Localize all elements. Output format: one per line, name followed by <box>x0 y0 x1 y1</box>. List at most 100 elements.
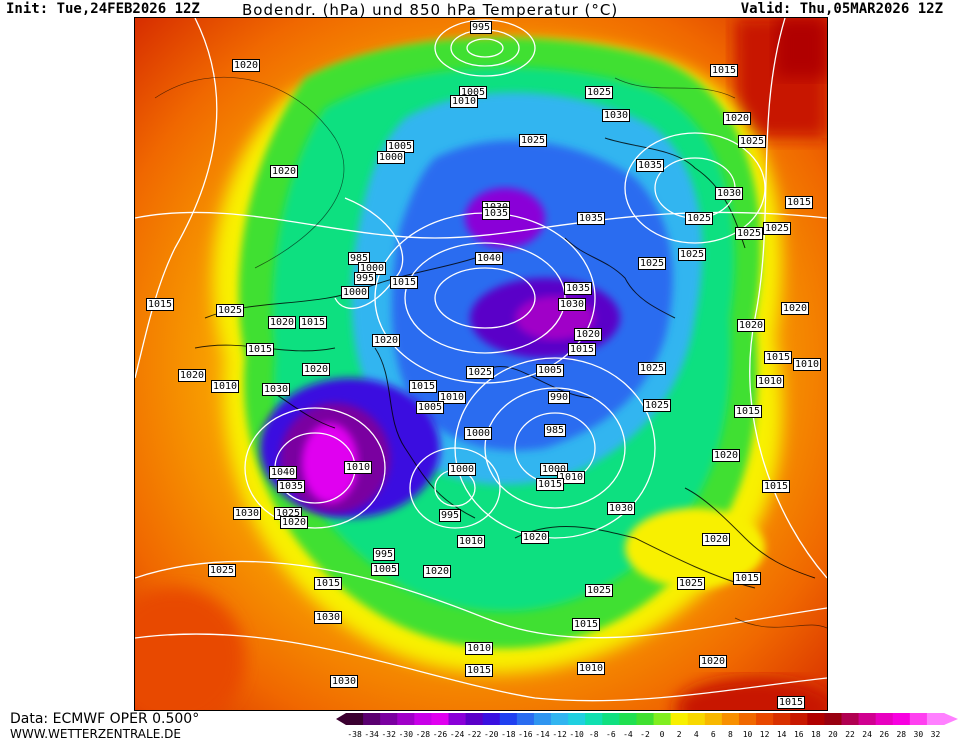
colorbar-tick-label: -18 <box>501 730 516 739</box>
colorbar-swatch <box>619 713 637 725</box>
colorbar-tick-label: -26 <box>433 730 448 739</box>
pressure-label: 1010 <box>756 375 785 388</box>
pressure-label: 1000 <box>377 151 406 164</box>
colorbar-swatch <box>568 713 586 725</box>
pressure-label: 1030 <box>330 675 359 688</box>
pressure-label: 990 <box>548 391 571 404</box>
pressure-label: 1005 <box>536 364 565 377</box>
pressure-label: 1000 <box>464 427 493 440</box>
colorbar-tick-label: 8 <box>728 730 733 739</box>
colorbar-swatches <box>336 713 958 725</box>
colorbar-swatch <box>585 713 603 725</box>
pressure-label: 1025 <box>466 366 495 379</box>
colorbar-swatch <box>858 713 877 725</box>
pressure-label: 1015 <box>299 316 328 329</box>
pressure-label: 1015 <box>390 276 419 289</box>
colorbar-swatch <box>346 713 364 725</box>
pressure-label: 1020 <box>702 533 731 546</box>
colorbar-swatch <box>841 713 860 725</box>
pressure-label: 1020 <box>699 655 728 668</box>
pressure-label: 1020 <box>521 531 550 544</box>
colorbar-tick-label: 30 <box>914 730 924 739</box>
pressure-label: 1010 <box>438 391 467 404</box>
colorbar-swatch <box>363 713 381 725</box>
pressure-label: 1015 <box>734 405 763 418</box>
colorbar-swatch <box>414 713 432 725</box>
pressure-label: 995 <box>373 548 396 561</box>
colorbar-tick-label: -8 <box>589 730 599 739</box>
pressure-label: 1025 <box>208 564 237 577</box>
colorbar-swatch <box>687 713 706 725</box>
colorbar-tick-label: 26 <box>879 730 889 739</box>
pressure-label: 1025 <box>585 584 614 597</box>
pressure-label: 1025 <box>638 362 667 375</box>
colorbar-tick-label: 32 <box>931 730 941 739</box>
colorbar-tick-label: -14 <box>535 730 550 739</box>
colorbar-swatch <box>380 713 398 725</box>
colorbar-swatch <box>704 713 723 725</box>
pressure-label: 1015 <box>710 64 739 77</box>
pressure-label: 1010 <box>793 358 822 371</box>
pressure-label: 1025 <box>738 135 767 148</box>
pressure-label: 1020 <box>302 363 331 376</box>
pressure-label: 1015 <box>777 696 806 709</box>
pressure-label: 1035 <box>277 480 306 493</box>
colorbar-tick-label: 20 <box>828 730 838 739</box>
pressure-label: 1000 <box>341 286 370 299</box>
colorbar-swatch <box>909 713 928 725</box>
colorbar-tick-label: 22 <box>845 730 855 739</box>
weather-map: 995 1020 1015 1005 1010 1025 1030 1020 1025 1025 1… <box>134 17 828 711</box>
colorbar-tick-label: -24 <box>450 730 465 739</box>
pressure-label: 1020 <box>423 565 452 578</box>
pressure-label: 1040 <box>475 252 504 265</box>
colorbar-tick-label: -16 <box>518 730 533 739</box>
pressure-label: 985 <box>544 424 567 437</box>
colorbar-swatch <box>773 713 791 725</box>
temperature-field <box>135 18 827 710</box>
colorbar-tick-label: -22 <box>467 730 482 739</box>
colorbar-swatch <box>448 713 467 725</box>
pressure-label: 1030 <box>314 611 343 624</box>
colorbar-swatch <box>636 713 655 725</box>
colorbar-tick-label: 10 <box>743 730 753 739</box>
colorbar-swatch <box>653 713 672 725</box>
colorbar-tick-label: -34 <box>364 730 379 739</box>
colorbar-swatch <box>807 713 825 725</box>
colorbar-tick-label: -28 <box>416 730 431 739</box>
pressure-label: 1020 <box>723 112 752 125</box>
colorbar-tick-label: -2 <box>640 730 650 739</box>
pressure-label: 1015 <box>146 298 175 311</box>
pressure-label: 1015 <box>246 343 275 356</box>
colorbar-tick-label: -4 <box>623 730 633 739</box>
pressure-label: 1020 <box>232 59 261 72</box>
colorbar-swatch <box>875 713 894 725</box>
colorbar-tick-label: -30 <box>399 730 414 739</box>
pressure-label: 1010 <box>577 662 606 675</box>
colorbar-tick-label: -12 <box>552 730 567 739</box>
colorbar-swatch <box>892 713 911 725</box>
pressure-label: 1005 <box>416 401 445 414</box>
colorbar-swatch <box>431 713 450 725</box>
pressure-label: 995 <box>439 509 462 522</box>
pressure-label: 1015 <box>465 664 494 677</box>
data-source-label: Data: ECMWF OPER 0.500° <box>10 711 200 727</box>
pressure-label: 1020 <box>270 165 299 178</box>
colorbar-swatch <box>482 713 501 725</box>
valid-time-label: Valid: Thu,05MAR2026 12Z <box>740 1 943 17</box>
pressure-label: 995 <box>470 21 493 34</box>
colorbar-tick-label: -10 <box>569 730 584 739</box>
pressure-label: 1035 <box>636 159 665 172</box>
colorbar-swatch <box>602 713 620 725</box>
pressure-label: 1035 <box>577 212 606 225</box>
pressure-label: 1035 <box>564 282 593 295</box>
colorbar-tick-label: -20 <box>484 730 499 739</box>
pressure-label: 1010 <box>450 95 479 108</box>
colorbar-ticks: -38 -34 -32 -30 -28 -26 -24 -22 -20 -18 -16 -14 -12-… <box>347 730 940 739</box>
pressure-label: 1025 <box>638 257 667 270</box>
pressure-label: 1020 <box>781 302 810 315</box>
colorbar-max-arrow <box>944 713 958 725</box>
pressure-label: 1015 <box>536 478 565 491</box>
pressure-label: 1030 <box>262 383 291 396</box>
colorbar-swatch <box>790 713 808 725</box>
pressure-label: 1030 <box>715 187 744 200</box>
